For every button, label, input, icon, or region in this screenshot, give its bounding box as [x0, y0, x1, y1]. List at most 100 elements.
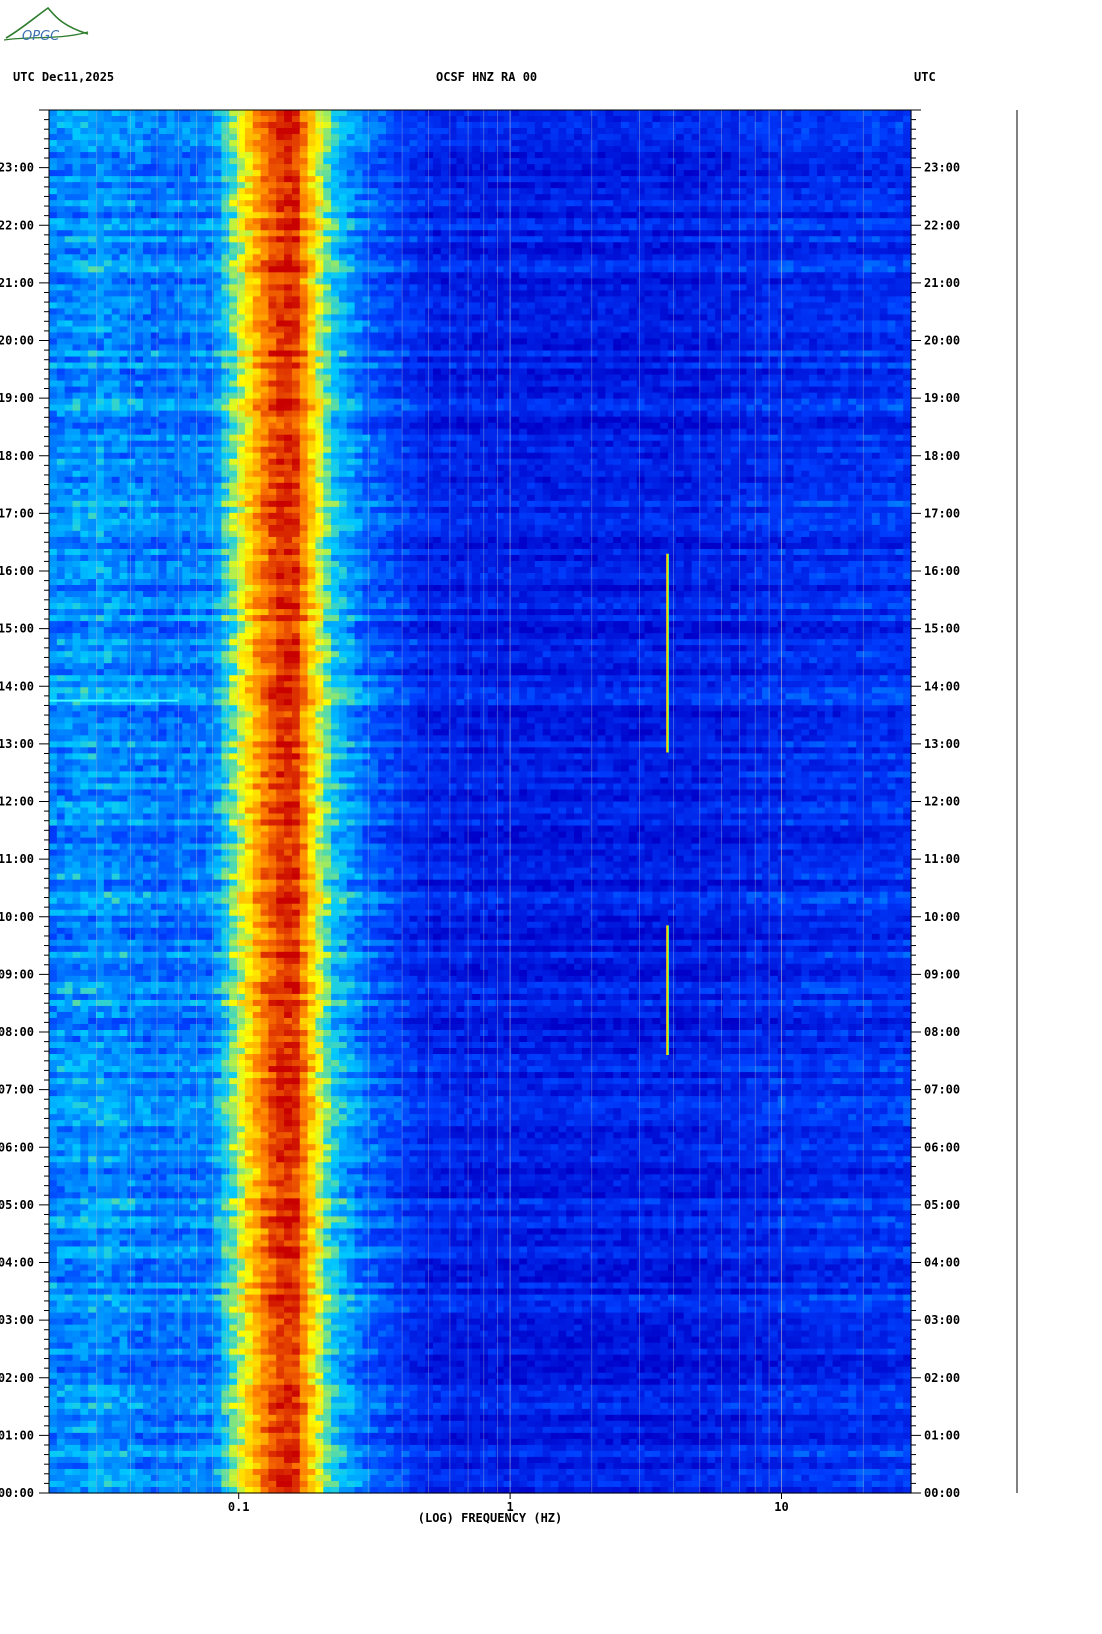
heatmap-cell [385, 188, 395, 195]
heatmap-cell [683, 134, 693, 141]
heatmap-cell [628, 338, 638, 346]
heatmap-cell [221, 326, 230, 334]
heatmap-cell [848, 176, 857, 183]
heatmap-cell [636, 368, 646, 376]
heatmap-cell [480, 296, 489, 304]
heatmap-cell [268, 314, 277, 322]
heatmap-cell [338, 344, 348, 352]
heatmap-cell [229, 116, 238, 123]
heatmap-cell [432, 224, 442, 231]
heatmap-cell [621, 212, 630, 219]
heatmap-cell [197, 350, 207, 358]
heatmap-cell [417, 170, 426, 177]
heatmap-cell [182, 308, 191, 316]
heatmap-cell [809, 134, 818, 141]
heatmap-cell [331, 140, 340, 147]
heatmap-cell [863, 284, 873, 291]
heatmap-cell [182, 362, 191, 370]
heatmap-cell [699, 158, 708, 165]
heatmap-cell [613, 182, 622, 189]
heatmap-cell [362, 134, 371, 141]
heatmap-cell [879, 284, 889, 291]
heatmap-cell [80, 362, 89, 370]
heatmap-cell [143, 284, 152, 291]
heatmap-cell [628, 212, 638, 219]
heatmap-cell [840, 122, 849, 129]
heatmap-cell [127, 248, 136, 255]
heatmap-cell [856, 182, 865, 189]
heatmap-cell [284, 224, 293, 231]
heatmap-cell [550, 284, 559, 291]
heatmap-cell [519, 164, 528, 171]
heatmap-cell [691, 272, 701, 279]
heatmap-cell [362, 254, 371, 261]
heatmap-cell [605, 296, 614, 304]
heatmap-cell [589, 206, 599, 213]
heatmap-cell [299, 116, 309, 123]
heatmap-cell [166, 188, 175, 195]
heatmap-cell [197, 218, 207, 225]
heatmap-cell [346, 158, 356, 165]
heatmap-cell [715, 194, 724, 201]
heatmap-cell [143, 314, 152, 322]
heatmap-cell [840, 362, 849, 370]
heatmap-cell [511, 218, 520, 225]
heatmap-cell [480, 338, 489, 346]
heatmap-cell [119, 326, 128, 334]
heatmap-cell [72, 110, 81, 117]
heatmap-cell [542, 218, 552, 225]
heatmap-cell [824, 266, 834, 273]
heatmap-cell [738, 374, 748, 382]
heatmap-cell [589, 320, 599, 328]
heatmap-cell [229, 296, 238, 304]
heatmap-cell [143, 278, 152, 285]
heatmap-cell [738, 362, 748, 370]
heatmap-cell [597, 218, 606, 225]
heatmap-cell [276, 350, 285, 358]
heatmap-cell [824, 128, 834, 135]
heatmap-cell [527, 266, 536, 273]
heatmap-cell [746, 374, 755, 382]
heatmap-cell [401, 350, 411, 358]
heatmap-cell [863, 170, 873, 177]
heatmap-cell [652, 182, 661, 189]
heatmap-cell [824, 320, 834, 328]
heatmap-cell [464, 254, 473, 261]
heatmap-cell [158, 350, 168, 358]
heatmap-cell [127, 230, 136, 237]
heatmap-cell [879, 200, 889, 207]
heatmap-cell [119, 320, 128, 328]
heatmap-cell [354, 338, 364, 346]
heatmap-cell [464, 200, 473, 207]
heatmap-cell [887, 194, 896, 201]
heatmap-cell [495, 278, 505, 285]
heatmap-cell [519, 176, 528, 183]
heatmap-cell [197, 338, 207, 346]
heatmap-cell [644, 236, 653, 243]
heatmap-cell [722, 158, 732, 165]
heatmap-cell [135, 158, 144, 165]
heatmap-cell [628, 248, 638, 255]
heatmap-cell [417, 332, 426, 340]
heatmap-cell [613, 320, 622, 328]
heatmap-cell [425, 116, 434, 123]
heatmap-cell [425, 344, 434, 352]
heatmap-cell [863, 188, 873, 195]
heatmap-cell [668, 332, 677, 340]
heatmap-cell [793, 110, 802, 117]
heatmap-cell [88, 140, 97, 147]
heatmap-cell [417, 350, 426, 358]
heatmap-cell [816, 182, 826, 189]
heatmap-cell [440, 158, 450, 165]
heatmap-cell [597, 344, 606, 352]
heatmap-cell [338, 350, 348, 358]
heatmap-cell [840, 158, 849, 165]
heatmap-cell [566, 140, 575, 147]
heatmap-cell [832, 206, 842, 213]
heatmap-cell [49, 314, 58, 322]
heatmap-cell [88, 224, 97, 231]
heatmap-cell [480, 146, 489, 153]
heatmap-cell [769, 356, 779, 364]
heatmap-cell [409, 188, 418, 195]
heatmap-cell [64, 218, 74, 225]
